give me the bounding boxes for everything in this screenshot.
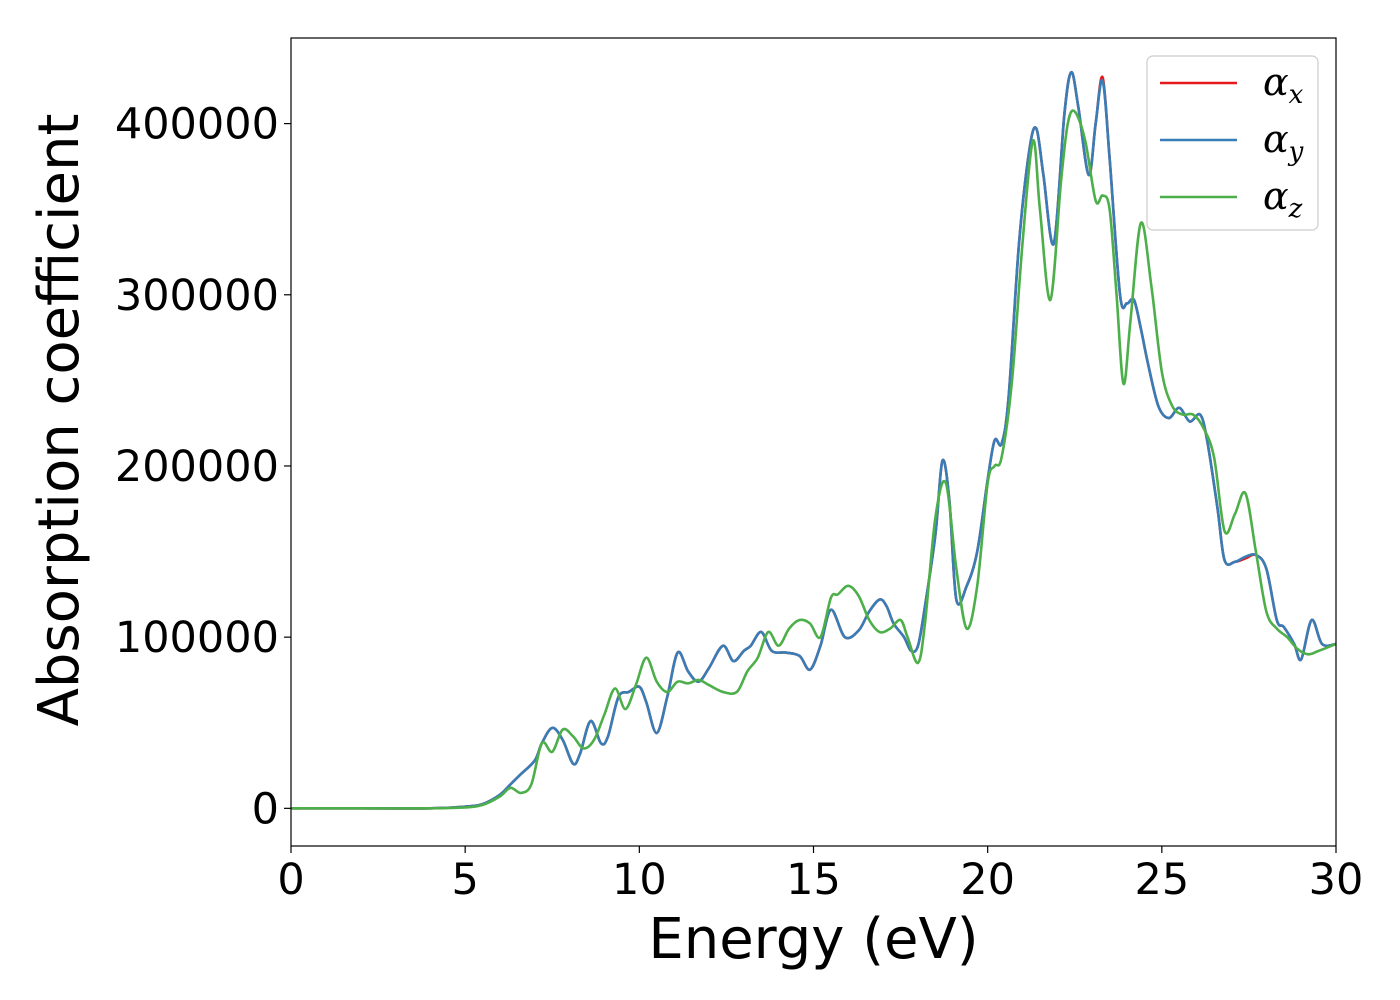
x-tick-label: 5	[451, 855, 478, 905]
series-layer	[291, 70, 1336, 810]
legend-box	[1146, 55, 1319, 231]
x-axis-title: Energy (eV)	[648, 907, 978, 972]
x-axis: 0 5 10 15 20 25 30	[277, 846, 1363, 905]
y-tick-label: 300000	[115, 271, 279, 321]
legend-label-x: αx	[1263, 60, 1304, 110]
legend-label-z: αz	[1263, 174, 1303, 224]
x-tick-label: 30	[1309, 855, 1364, 905]
legend: αx αy αz	[1146, 55, 1319, 231]
y-tick-label: 200000	[115, 442, 279, 492]
y-tick-label: 100000	[115, 613, 279, 663]
y-axis: 0 100000 200000 300000 400000	[115, 100, 291, 834]
y-tick-label: 0	[252, 784, 279, 834]
x-tick-label: 20	[960, 855, 1015, 905]
x-tick-label: 15	[786, 855, 841, 905]
legend-label-y: αy	[1263, 117, 1304, 167]
x-tick-label: 10	[612, 855, 667, 905]
series-line-z	[291, 109, 1336, 810]
y-tick-label: 400000	[115, 100, 279, 150]
y-axis-title: Absorption coefficient	[27, 114, 92, 727]
x-tick-label: 25	[1134, 855, 1189, 905]
x-tick-label: 0	[277, 855, 304, 905]
